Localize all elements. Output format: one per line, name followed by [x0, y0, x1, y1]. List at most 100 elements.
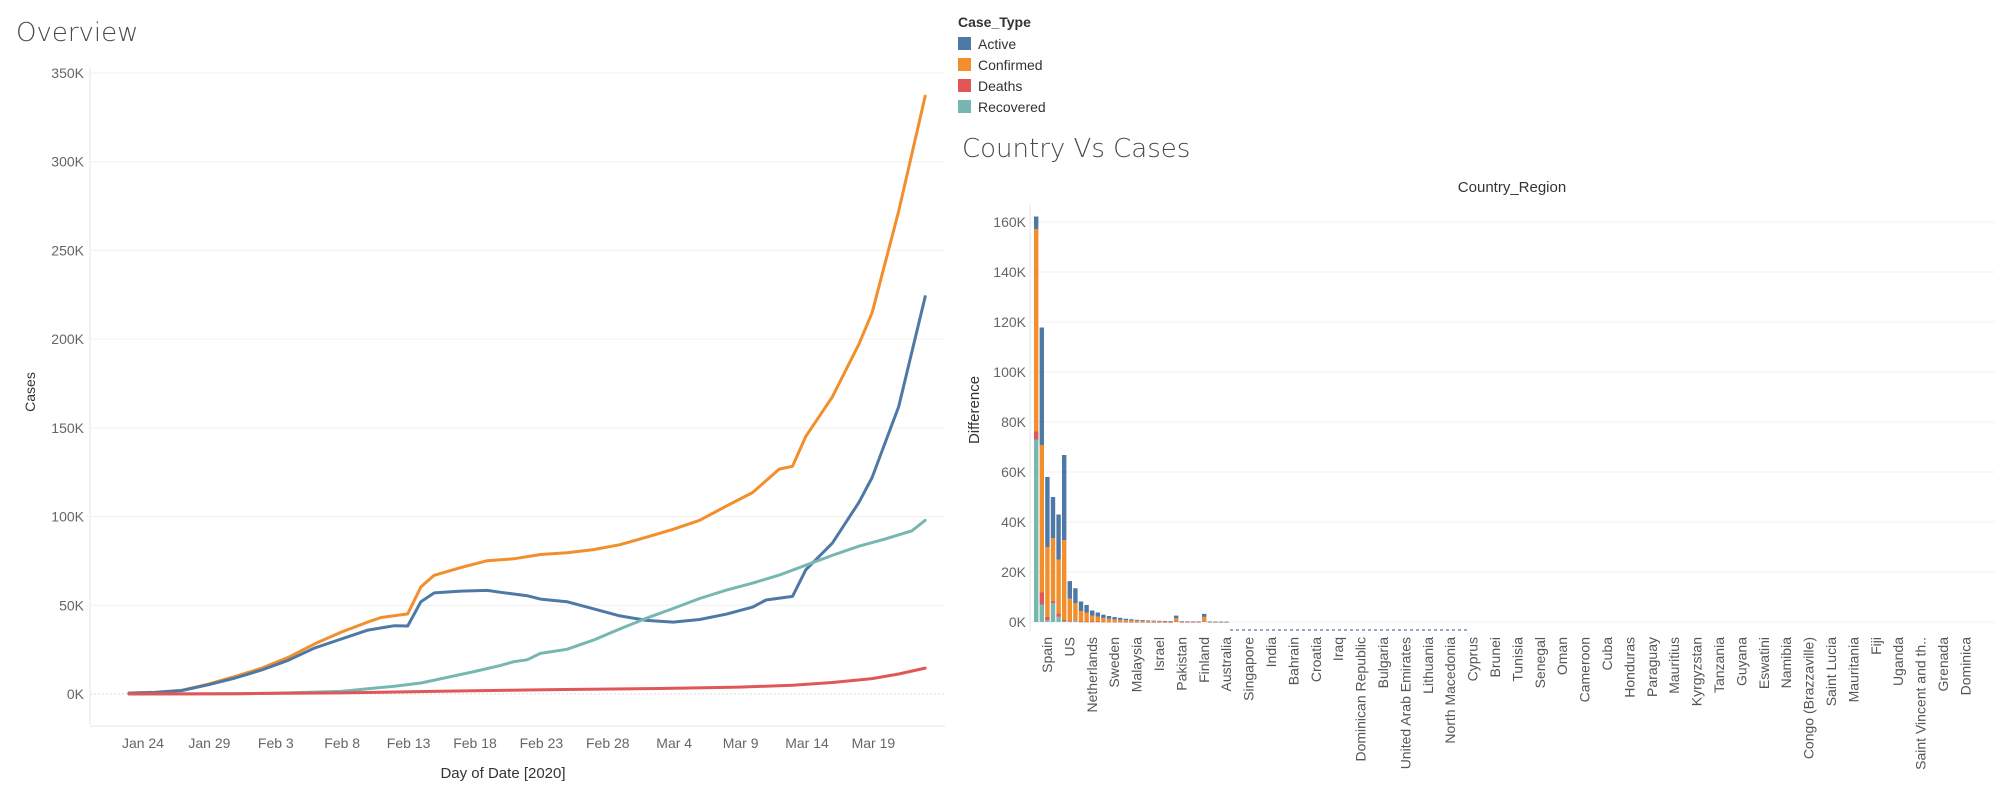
- country-label-cyprus: Cyprus: [1465, 637, 1481, 681]
- country-bar-recovered: [1134, 621, 1140, 623]
- legend-item-active[interactable]: Active: [958, 33, 1046, 54]
- country-label-malaysia: Malaysia: [1129, 637, 1145, 692]
- legend-swatch-active: [958, 37, 971, 50]
- overview-x-tick-mar-19: Mar 19: [852, 735, 896, 751]
- country-bar-active: [1213, 621, 1218, 623]
- country-label-bahrain: Bahrain: [1285, 637, 1301, 685]
- country-bar-active: [1067, 581, 1072, 599]
- country-bar-confirmed: [1162, 621, 1168, 623]
- country-bar-confirmed: [1140, 620, 1145, 622]
- country-label-north-macedonia: North Macedonia: [1442, 637, 1458, 744]
- country-label-mauritania: Mauritania: [1845, 637, 1861, 703]
- country-bar-confirmed: [1224, 621, 1229, 623]
- country-bar-deaths: [1207, 621, 1212, 623]
- country-header-label: Country_Region: [1458, 179, 1566, 196]
- country-label-eswatini: Eswatini: [1756, 637, 1772, 689]
- legend-label-active: Active: [978, 35, 1017, 52]
- country-bar-recovered: [1224, 621, 1229, 623]
- overview-line-recovered: [127, 518, 927, 696]
- country-bar-active: [1039, 327, 1044, 445]
- country-bar-recovered: [1045, 620, 1050, 622]
- country-bar-active: [1207, 621, 1212, 623]
- country-bar-deaths: [1078, 621, 1084, 623]
- overview-y-tick-50k: 50K: [59, 597, 85, 613]
- case-type-legend[interactable]: Case_Type Active Confirmed Deaths Recove…: [958, 14, 1046, 117]
- country-label-namibia: Namibia: [1778, 637, 1794, 689]
- country-label-fiji: Fiji: [1868, 637, 1884, 655]
- country-label-united-arab-emirates: United Arab Emirates: [1397, 637, 1413, 769]
- country-bar-confirmed: [1034, 229, 1039, 432]
- country-bar-confirmed: [1073, 603, 1078, 621]
- country-bar-recovered: [1157, 621, 1162, 623]
- country-bar-confirmed: [1207, 621, 1212, 623]
- country-y-tick-100k: 100K: [993, 364, 1026, 380]
- country-label-honduras: Honduras: [1621, 637, 1637, 698]
- country-bar-active: [1202, 613, 1207, 617]
- country-bar-recovered: [1112, 621, 1117, 623]
- country-bar-deaths: [1090, 621, 1095, 623]
- country-bar-active: [1129, 619, 1134, 621]
- overview-x-tick-feb-23: Feb 23: [520, 735, 564, 751]
- overview-y-tick-150k: 150K: [51, 420, 84, 436]
- country-bar-confirmed: [1146, 621, 1151, 622]
- country-bar-deaths: [1118, 621, 1123, 623]
- country-vs-cases-title: Country Vs Cases: [962, 134, 1191, 164]
- country-bar-deaths: [1034, 431, 1039, 440]
- overview-y-tick-250k: 250K: [51, 242, 84, 258]
- country-bar-deaths: [1123, 621, 1128, 623]
- country-y-tick-160k: 160K: [993, 214, 1026, 230]
- country-bar-deaths: [1168, 621, 1173, 623]
- country-label-congo-brazzaville: Congo (Brazzaville): [1801, 637, 1817, 759]
- country-label-finland: Finland: [1196, 637, 1212, 683]
- country-bar-recovered: [1129, 621, 1134, 623]
- country-bar-confirmed: [1106, 618, 1112, 622]
- country-bar-confirmed: [1196, 621, 1201, 623]
- country-bar-active: [1101, 614, 1106, 618]
- country-label-saint-vincent-and-th: Saint Vincent and th..: [1913, 637, 1929, 770]
- overview-y-tick-200k: 200K: [51, 331, 84, 347]
- legend-item-deaths[interactable]: Deaths: [958, 75, 1046, 96]
- country-bar-active: [1112, 617, 1117, 620]
- country-label-sweden: Sweden: [1106, 637, 1122, 688]
- country-bar-deaths: [1045, 617, 1050, 621]
- country-bar-confirmed: [1174, 618, 1179, 622]
- country-label-dominica: Dominica: [1957, 637, 1973, 696]
- country-bar-confirmed: [1118, 619, 1123, 622]
- country-bar-recovered: [1174, 621, 1179, 623]
- country-label-spain: Spain: [1039, 637, 1055, 673]
- country-label-brunei: Brunei: [1487, 637, 1503, 677]
- country-label-cuba: Cuba: [1599, 637, 1615, 671]
- legend-item-recovered[interactable]: Recovered: [958, 96, 1046, 117]
- country-bar-recovered: [1202, 621, 1207, 622]
- legend-label-deaths: Deaths: [978, 77, 1023, 94]
- country-bar-active: [1196, 621, 1201, 623]
- country-bar-confirmed: [1168, 621, 1173, 623]
- legend-label-confirmed: Confirmed: [978, 56, 1043, 73]
- country-bar-active: [1090, 610, 1095, 616]
- country-y-tick-60k: 60K: [1001, 464, 1027, 480]
- country-bar-active: [1218, 621, 1224, 623]
- country-label-cameroon: Cameroon: [1577, 637, 1593, 702]
- country-label-paraguay: Paraguay: [1644, 637, 1660, 697]
- country-bar-active: [1185, 621, 1190, 622]
- country-bar-deaths: [1073, 620, 1078, 621]
- country-bar-recovered: [1123, 621, 1128, 623]
- country-bar-active: [1140, 620, 1145, 621]
- country-label-mauritius: Mauritius: [1666, 637, 1682, 694]
- country-bar-active: [1162, 620, 1168, 622]
- country-label-pakistan: Pakistan: [1173, 637, 1189, 691]
- country-label-netherlands: Netherlands: [1084, 637, 1100, 713]
- country-bar-recovered: [1056, 616, 1061, 622]
- country-bar-recovered: [1185, 621, 1190, 623]
- country-bar-deaths: [1056, 613, 1061, 617]
- legend-item-confirmed[interactable]: Confirmed: [958, 54, 1046, 75]
- country-bar-active: [1190, 621, 1196, 623]
- country-label-guyana: Guyana: [1733, 637, 1749, 686]
- country-y-tick-0k: 0K: [1009, 614, 1027, 630]
- country-label-senegal: Senegal: [1532, 637, 1548, 688]
- country-bar-confirmed: [1134, 620, 1140, 622]
- overview-x-tick-mar-9: Mar 9: [723, 735, 759, 751]
- overview-x-tick-mar-4: Mar 4: [656, 735, 692, 751]
- country-bar-active: [1078, 601, 1084, 611]
- overview-line-chart[interactable]: 0K 50K 100K 150K 200K 250K 300K 350K Jan 24 Jan 2…: [0, 0, 960, 800]
